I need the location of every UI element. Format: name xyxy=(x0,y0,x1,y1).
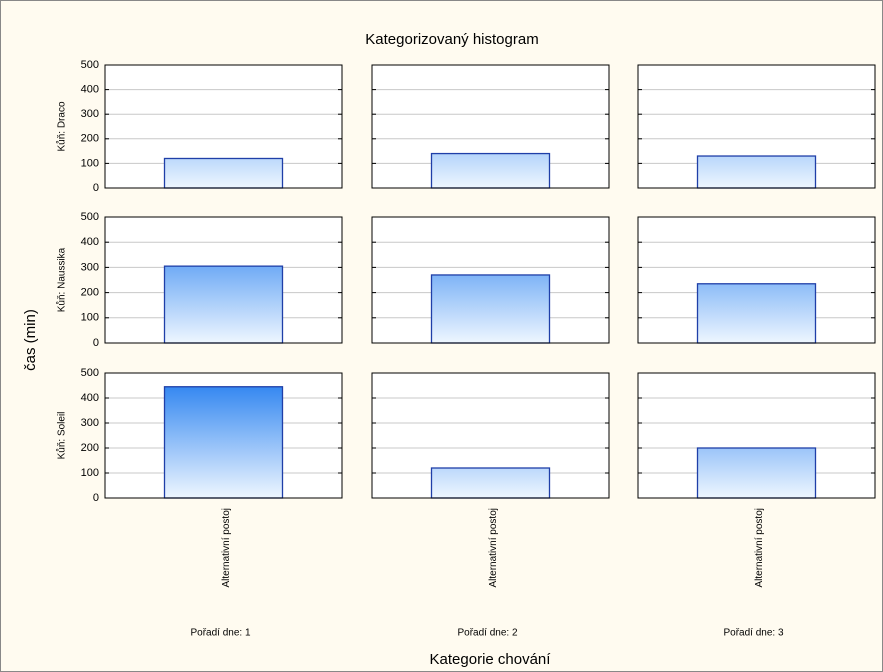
bar xyxy=(696,155,817,189)
y-tick-label: 500 xyxy=(81,59,99,71)
y-tick-label: 0 xyxy=(93,337,99,349)
x-tick-label: Alternativní postoj xyxy=(221,508,232,588)
y-tick-label: 400 xyxy=(81,84,99,96)
y-tick-label: 200 xyxy=(81,287,99,299)
panel-frame xyxy=(371,216,610,344)
panel-frame xyxy=(637,216,876,344)
x-tick-label: Alternativní postoj xyxy=(754,508,765,588)
y-tick-label: 300 xyxy=(81,417,99,429)
row-label: Kůň: Soleil xyxy=(56,412,68,460)
bar xyxy=(430,467,551,499)
bar xyxy=(430,274,551,344)
panel-frame xyxy=(371,64,610,189)
column-label: Pořadí dne: 1 xyxy=(190,628,250,639)
bar xyxy=(430,152,551,189)
bar xyxy=(163,386,284,499)
x-tick-label: Alternativní postoj xyxy=(488,508,499,588)
row-label: Kůň: Draco xyxy=(56,101,68,151)
column-label: Pořadí dne: 2 xyxy=(457,628,517,639)
bar xyxy=(163,265,284,344)
y-tick-label: 300 xyxy=(81,261,99,273)
y-tick-label: 100 xyxy=(81,157,99,169)
y-tick-label: 0 xyxy=(93,492,99,504)
bar xyxy=(696,283,817,344)
bar xyxy=(163,157,284,189)
panel-frame xyxy=(104,372,343,499)
y-tick-label: 0 xyxy=(93,182,99,194)
y-tick-label: 200 xyxy=(81,442,99,454)
row-label: Kůň: Naussika xyxy=(56,247,68,312)
chart-title: Kategorizovaný histogram xyxy=(365,31,538,48)
y-tick-label: 200 xyxy=(81,133,99,145)
y-tick-label: 300 xyxy=(81,108,99,120)
bar xyxy=(696,447,817,499)
panel-frame xyxy=(371,372,610,499)
y-tick-label: 100 xyxy=(81,467,99,479)
y-tick-label: 400 xyxy=(81,392,99,404)
column-label: Pořadí dne: 3 xyxy=(723,628,783,639)
y-tick-label: 400 xyxy=(81,236,99,248)
x-axis-label: Kategorie chování xyxy=(430,651,552,668)
y-tick-label: 100 xyxy=(81,312,99,324)
panel-frame xyxy=(637,372,876,499)
panel-frame xyxy=(104,64,343,189)
panel-frame xyxy=(637,64,876,189)
y-tick-label: 500 xyxy=(81,211,99,223)
y-axis-label: čas (min) xyxy=(22,309,39,371)
panel-frame xyxy=(104,216,343,344)
y-tick-label: 500 xyxy=(81,367,99,379)
